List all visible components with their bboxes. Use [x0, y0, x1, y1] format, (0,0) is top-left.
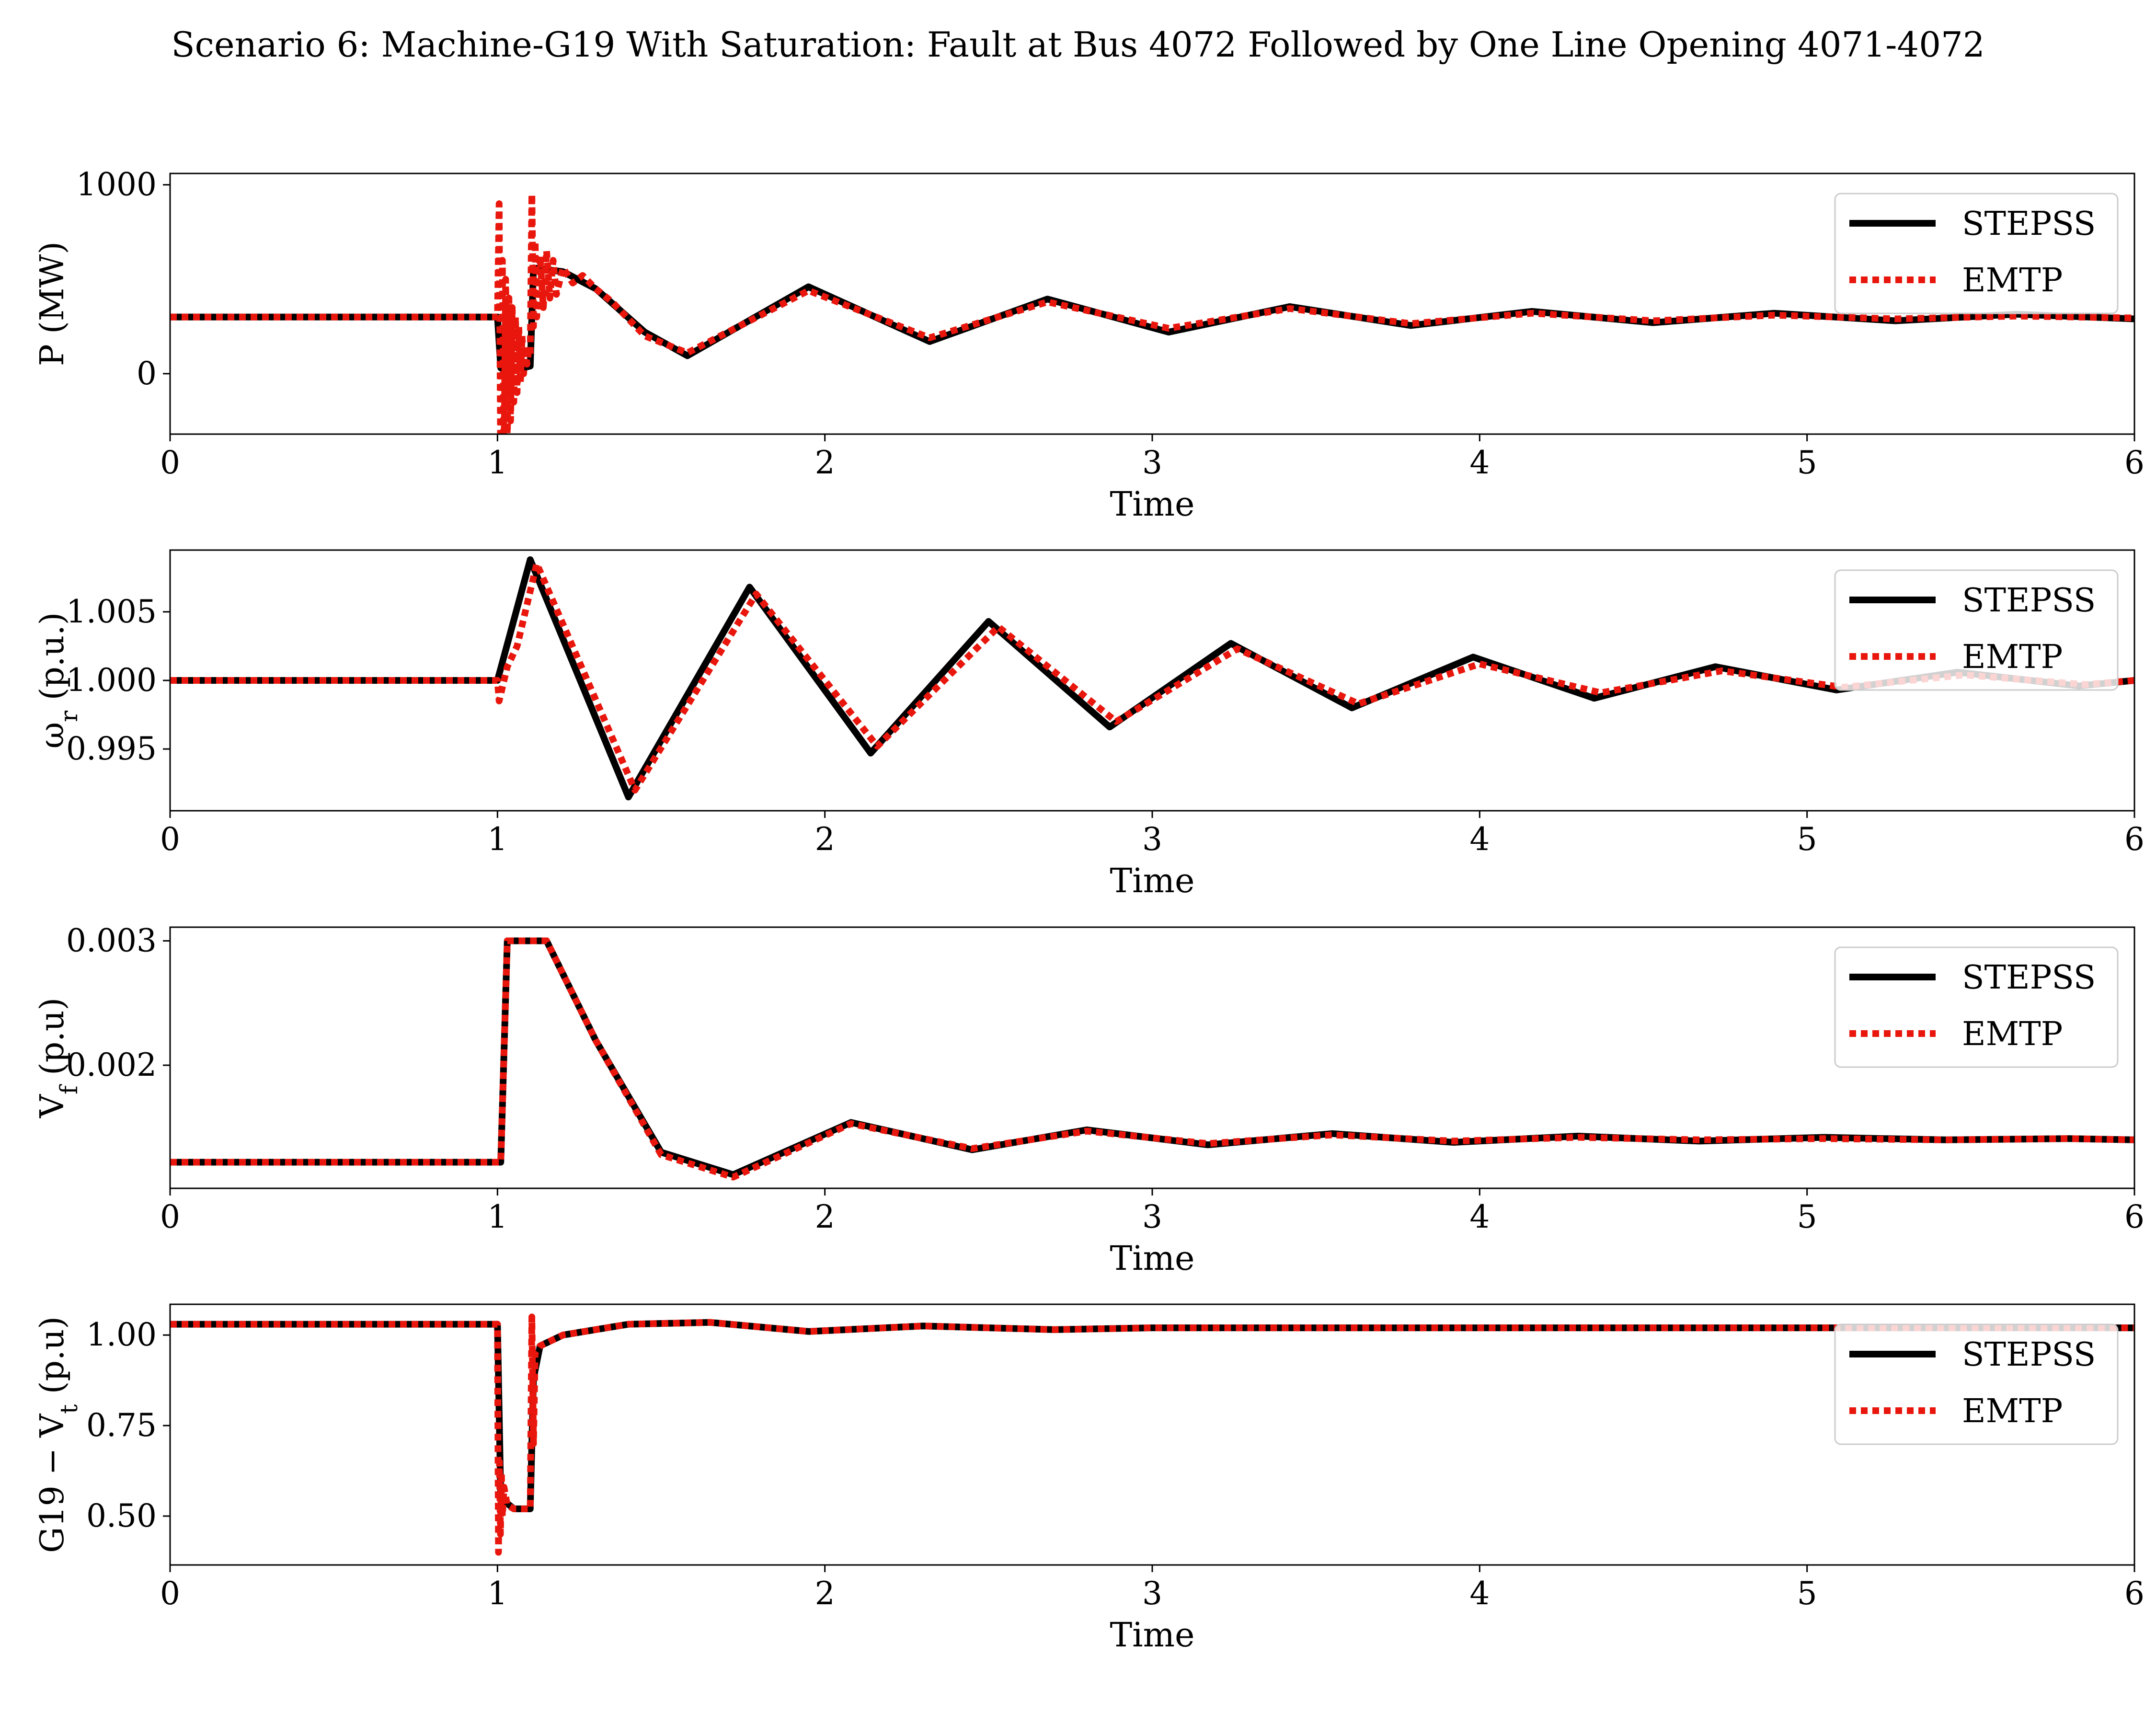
series-line-emtp	[170, 191, 2134, 434]
series-line-emtp	[170, 937, 2134, 1181]
y-tick-label: 0.003	[66, 922, 157, 959]
x-tick-label: 2	[815, 1575, 835, 1612]
legend-label-stepss: STEPSS	[1962, 1336, 2096, 1374]
legend: STEPSS EMTP	[1834, 569, 2119, 691]
x-tick-label: 1	[487, 1575, 507, 1612]
x-tick-label: 2	[815, 444, 835, 481]
x-tick-label: 5	[1797, 444, 1817, 481]
x-axis-label: Time	[1110, 1615, 1195, 1655]
x-tick-label: 1	[487, 821, 507, 858]
subplots: 0 1 2 3 4 5 6 Time 0 1000 P (MW) STEPSS EMTP 0 1 2 3 4 5 6 T…	[34, 166, 2145, 1655]
legend-label-stepss: STEPSS	[1962, 205, 2096, 243]
legend-label-emtp: EMTP	[1962, 1392, 2063, 1430]
legend: STEPSS EMTP	[1834, 1323, 2119, 1445]
y-tick-label: 0.995	[66, 730, 157, 767]
legend-label-emtp: EMTP	[1962, 638, 2063, 676]
figure-title: Scenario 6: Machine-G19 With Saturation:…	[171, 24, 1984, 65]
x-tick-label: 4	[1469, 821, 1490, 858]
x-axis-label: Time	[1110, 1239, 1195, 1278]
x-axis-label: Time	[1110, 861, 1195, 900]
plot-area	[170, 191, 2134, 434]
x-tick-label: 5	[1797, 821, 1817, 858]
y-axis-label: G19 − Vt (p.u)	[34, 1316, 83, 1553]
plot-area	[170, 1313, 2134, 1556]
x-tick-label: 5	[1797, 1575, 1817, 1612]
x-tick-label: 1	[487, 444, 507, 481]
subplot-3: 0 1 2 3 4 5 6 Time 0.002 0.003 Vf (p.u) STEPSS EMTP	[34, 922, 2145, 1278]
x-tick-label: 0	[160, 1575, 180, 1612]
y-tick-label: 1.00	[86, 1316, 157, 1353]
x-tick-label: 2	[815, 821, 835, 858]
legend-label-stepss: STEPSS	[1962, 959, 2096, 997]
y-tick-label: 1.000	[66, 662, 157, 699]
x-tick-label: 0	[160, 821, 180, 858]
y-tick-label: 0.50	[86, 1497, 157, 1534]
x-tick-label: 0	[160, 1198, 180, 1235]
y-axis-label: ωr (p.u.)	[34, 612, 83, 749]
x-tick-label: 6	[2124, 1575, 2145, 1612]
x-tick-label: 6	[2124, 1198, 2145, 1235]
y-tick-label: 1.005	[66, 593, 157, 630]
x-tick-label: 5	[1797, 1198, 1817, 1235]
x-tick-label: 2	[815, 1198, 835, 1235]
x-tick-label: 1	[487, 1198, 507, 1235]
x-tick-label: 4	[1469, 1198, 1490, 1235]
x-axis-label: Time	[1110, 484, 1195, 524]
series-line-emtp	[170, 1313, 2134, 1556]
y-tick-label: 0	[137, 355, 157, 392]
subplot-1: 0 1 2 3 4 5 6 Time 0 1000 P (MW) STEPSS EMTP	[34, 166, 2145, 524]
series-line-emtp	[170, 560, 2134, 794]
legend-label-stepss: STEPSS	[1962, 582, 2096, 620]
legend: STEPSS EMTP	[1834, 946, 2119, 1068]
plot-area	[170, 937, 2134, 1181]
x-tick-label: 3	[1142, 1575, 1162, 1612]
x-tick-label: 6	[2124, 444, 2145, 481]
x-tick-label: 4	[1469, 444, 1490, 481]
x-tick-label: 3	[1142, 444, 1162, 481]
x-tick-label: 4	[1469, 1575, 1490, 1612]
y-axis-label: P (MW)	[34, 242, 71, 366]
x-tick-label: 0	[160, 444, 180, 481]
legend: STEPSS EMTP	[1834, 193, 2119, 314]
x-tick-label: 6	[2124, 821, 2145, 858]
legend-label-emtp: EMTP	[1962, 1015, 2063, 1053]
legend-label-emtp: EMTP	[1962, 262, 2063, 299]
x-tick-label: 3	[1142, 1198, 1162, 1235]
x-tick-label: 3	[1142, 821, 1162, 858]
y-tick-label: 0.75	[86, 1407, 157, 1444]
y-tick-label: 1000	[76, 166, 157, 203]
y-tick-label: 0.002	[66, 1046, 157, 1083]
y-axis-label: Vf (p.u)	[34, 998, 83, 1118]
